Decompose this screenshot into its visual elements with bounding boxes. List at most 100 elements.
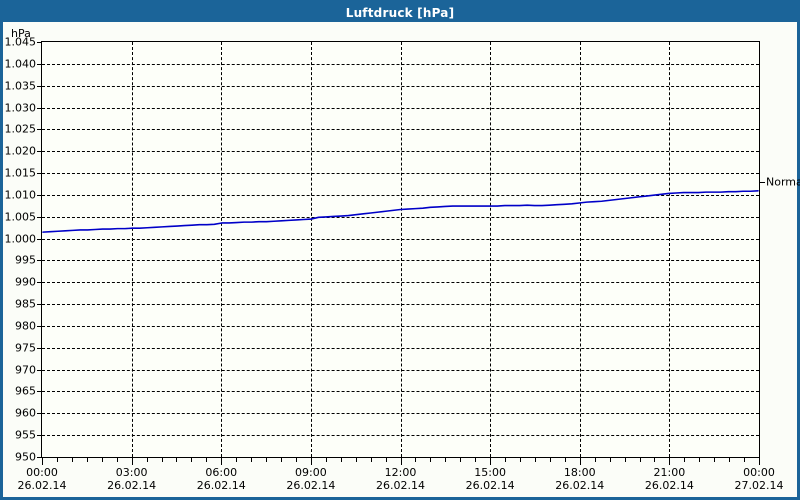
x-axis-tick-date: 26.02.14	[555, 479, 605, 492]
x-axis-tick-minor	[251, 458, 253, 462]
x-axis-tick-time: 03:00	[115, 466, 148, 479]
x-axis-tick-minor	[520, 458, 521, 462]
y-axis-tick-label: 1.035	[4, 79, 37, 93]
y-axis-tick-label: 990	[15, 275, 36, 289]
x-axis-tick-minor	[340, 458, 342, 462]
x-axis-tick-major	[490, 458, 492, 465]
x-axis-tick-minor	[325, 458, 327, 462]
x-axis-tick-minor	[639, 458, 641, 462]
y-axis-tick	[37, 347, 41, 349]
x-axis-tick-major	[221, 458, 223, 465]
x-axis-tick-minor	[534, 458, 536, 462]
y-axis-tick-label: 950	[15, 450, 36, 464]
x-axis-tick-major	[669, 458, 671, 465]
normal-level-tick	[759, 181, 765, 183]
x-axis-tick-label: 12:00 26.02.14	[376, 466, 425, 492]
x-axis-tick-minor	[430, 458, 432, 462]
y-axis-tick	[37, 304, 41, 306]
gridline-vertical	[669, 42, 671, 457]
y-axis-tick-label: 1.000	[4, 232, 37, 246]
y-axis-tick	[37, 325, 41, 327]
y-axis-tick-label: 955	[15, 428, 36, 442]
y-axis-tick-label: 1.040	[4, 57, 37, 71]
x-axis-tick-minor	[684, 458, 686, 462]
window-titlebar: Luftdruck [hPa]	[3, 3, 797, 22]
y-axis-tick	[37, 85, 41, 87]
x-axis-tick-minor	[146, 458, 148, 462]
x-axis-tick-minor	[116, 458, 118, 462]
x-axis-tick-minor	[505, 458, 507, 462]
y-axis-tick	[37, 457, 41, 458]
gridline-vertical	[221, 42, 223, 457]
x-axis-tick-label: 15:00 26.02.14	[466, 466, 515, 492]
y-axis-tick	[37, 238, 41, 240]
y-axis-tick-label: 975	[15, 341, 36, 355]
x-axis-tick-minor	[236, 458, 238, 462]
x-axis-tick-minor	[445, 458, 447, 462]
x-axis-tick-minor	[176, 458, 178, 462]
y-axis-tick-label: 985	[15, 297, 36, 311]
y-axis-tick	[37, 413, 41, 415]
x-axis-tick-minor	[161, 458, 163, 462]
x-axis-tick-label: 21:00 26.02.14	[645, 466, 694, 492]
x-axis-tick-minor	[654, 458, 656, 462]
x-axis-tick-label: 00:00 26.02.14	[18, 466, 67, 492]
y-axis-tick-label: 1.025	[4, 122, 37, 136]
x-axis-tick-minor	[624, 458, 626, 462]
y-axis-tick	[37, 369, 41, 371]
series-line-chart	[42, 190, 759, 233]
x-axis-tick-minor	[101, 458, 103, 462]
y-axis-tick-label: 960	[15, 406, 36, 420]
x-axis-tick-minor	[191, 458, 193, 462]
x-axis-tick-time: 18:00	[563, 466, 596, 479]
gridline-vertical	[490, 42, 492, 457]
x-axis-tick-major	[310, 458, 312, 465]
x-axis-tick-minor	[714, 458, 716, 462]
y-axis-tick-label: 1.045	[4, 35, 37, 49]
x-axis-tick-minor	[385, 458, 387, 462]
x-axis-tick-minor	[415, 458, 417, 462]
x-axis-tick-major	[42, 458, 43, 465]
chart-canvas: hPa 1.045 1.040 1.035 1.030 1.025 1.020 1.015 1…	[3, 22, 800, 497]
x-axis-tick-minor	[475, 458, 477, 462]
x-axis-tick-label: 03:00 26.02.14	[107, 466, 156, 492]
series-line-luftdruck	[42, 190, 759, 233]
x-axis-tick-label: 09:00 26.02.14	[286, 466, 335, 492]
x-axis-tick-label: 18:00 26.02.14	[555, 466, 604, 492]
gridline-vertical	[400, 42, 402, 457]
x-axis-tick-time: 09:00	[295, 466, 327, 479]
y-axis-tick	[37, 173, 41, 175]
gridline-vertical	[579, 42, 581, 457]
y-axis-tick	[37, 151, 41, 153]
y-axis-tick	[37, 260, 41, 262]
x-axis-tick-time: 15:00	[474, 466, 506, 479]
x-axis-tick-date: 26.02.14	[644, 479, 694, 492]
x-axis-tick-label: 06:00 26.02.14	[197, 466, 246, 492]
y-axis-tick-label: 970	[15, 363, 36, 377]
y-axis-tick	[37, 63, 41, 65]
y-axis-tick-label: 980	[15, 319, 36, 333]
x-axis-tick-minor	[549, 458, 551, 462]
x-axis-tick-minor	[295, 458, 297, 462]
x-axis-tick-minor	[281, 458, 282, 462]
gridline-vertical	[131, 42, 133, 457]
x-axis-tick-major	[759, 458, 760, 465]
x-axis-tick-minor	[594, 458, 596, 462]
y-axis-title: hPa	[11, 27, 31, 40]
plot-area	[41, 41, 760, 458]
y-axis-tick-label: 965	[15, 384, 36, 398]
y-axis-tick-label: 995	[15, 253, 36, 267]
x-axis-tick-minor	[744, 458, 746, 462]
x-axis-tick-minor	[370, 458, 372, 462]
x-axis-tick-minor	[609, 458, 611, 462]
x-axis-tick-minor	[86, 458, 88, 462]
y-axis-tick	[37, 194, 41, 196]
x-axis-tick-major	[400, 458, 402, 465]
y-axis-tick	[37, 42, 41, 43]
x-axis-tick-date: 26.02.14	[196, 479, 246, 492]
y-axis-tick	[37, 435, 41, 437]
x-axis-tick-date: 26.02.14	[286, 479, 336, 492]
x-axis-tick-label: 00:00 27.02.14	[735, 466, 784, 492]
x-axis-tick-date: 26.02.14	[107, 479, 157, 492]
